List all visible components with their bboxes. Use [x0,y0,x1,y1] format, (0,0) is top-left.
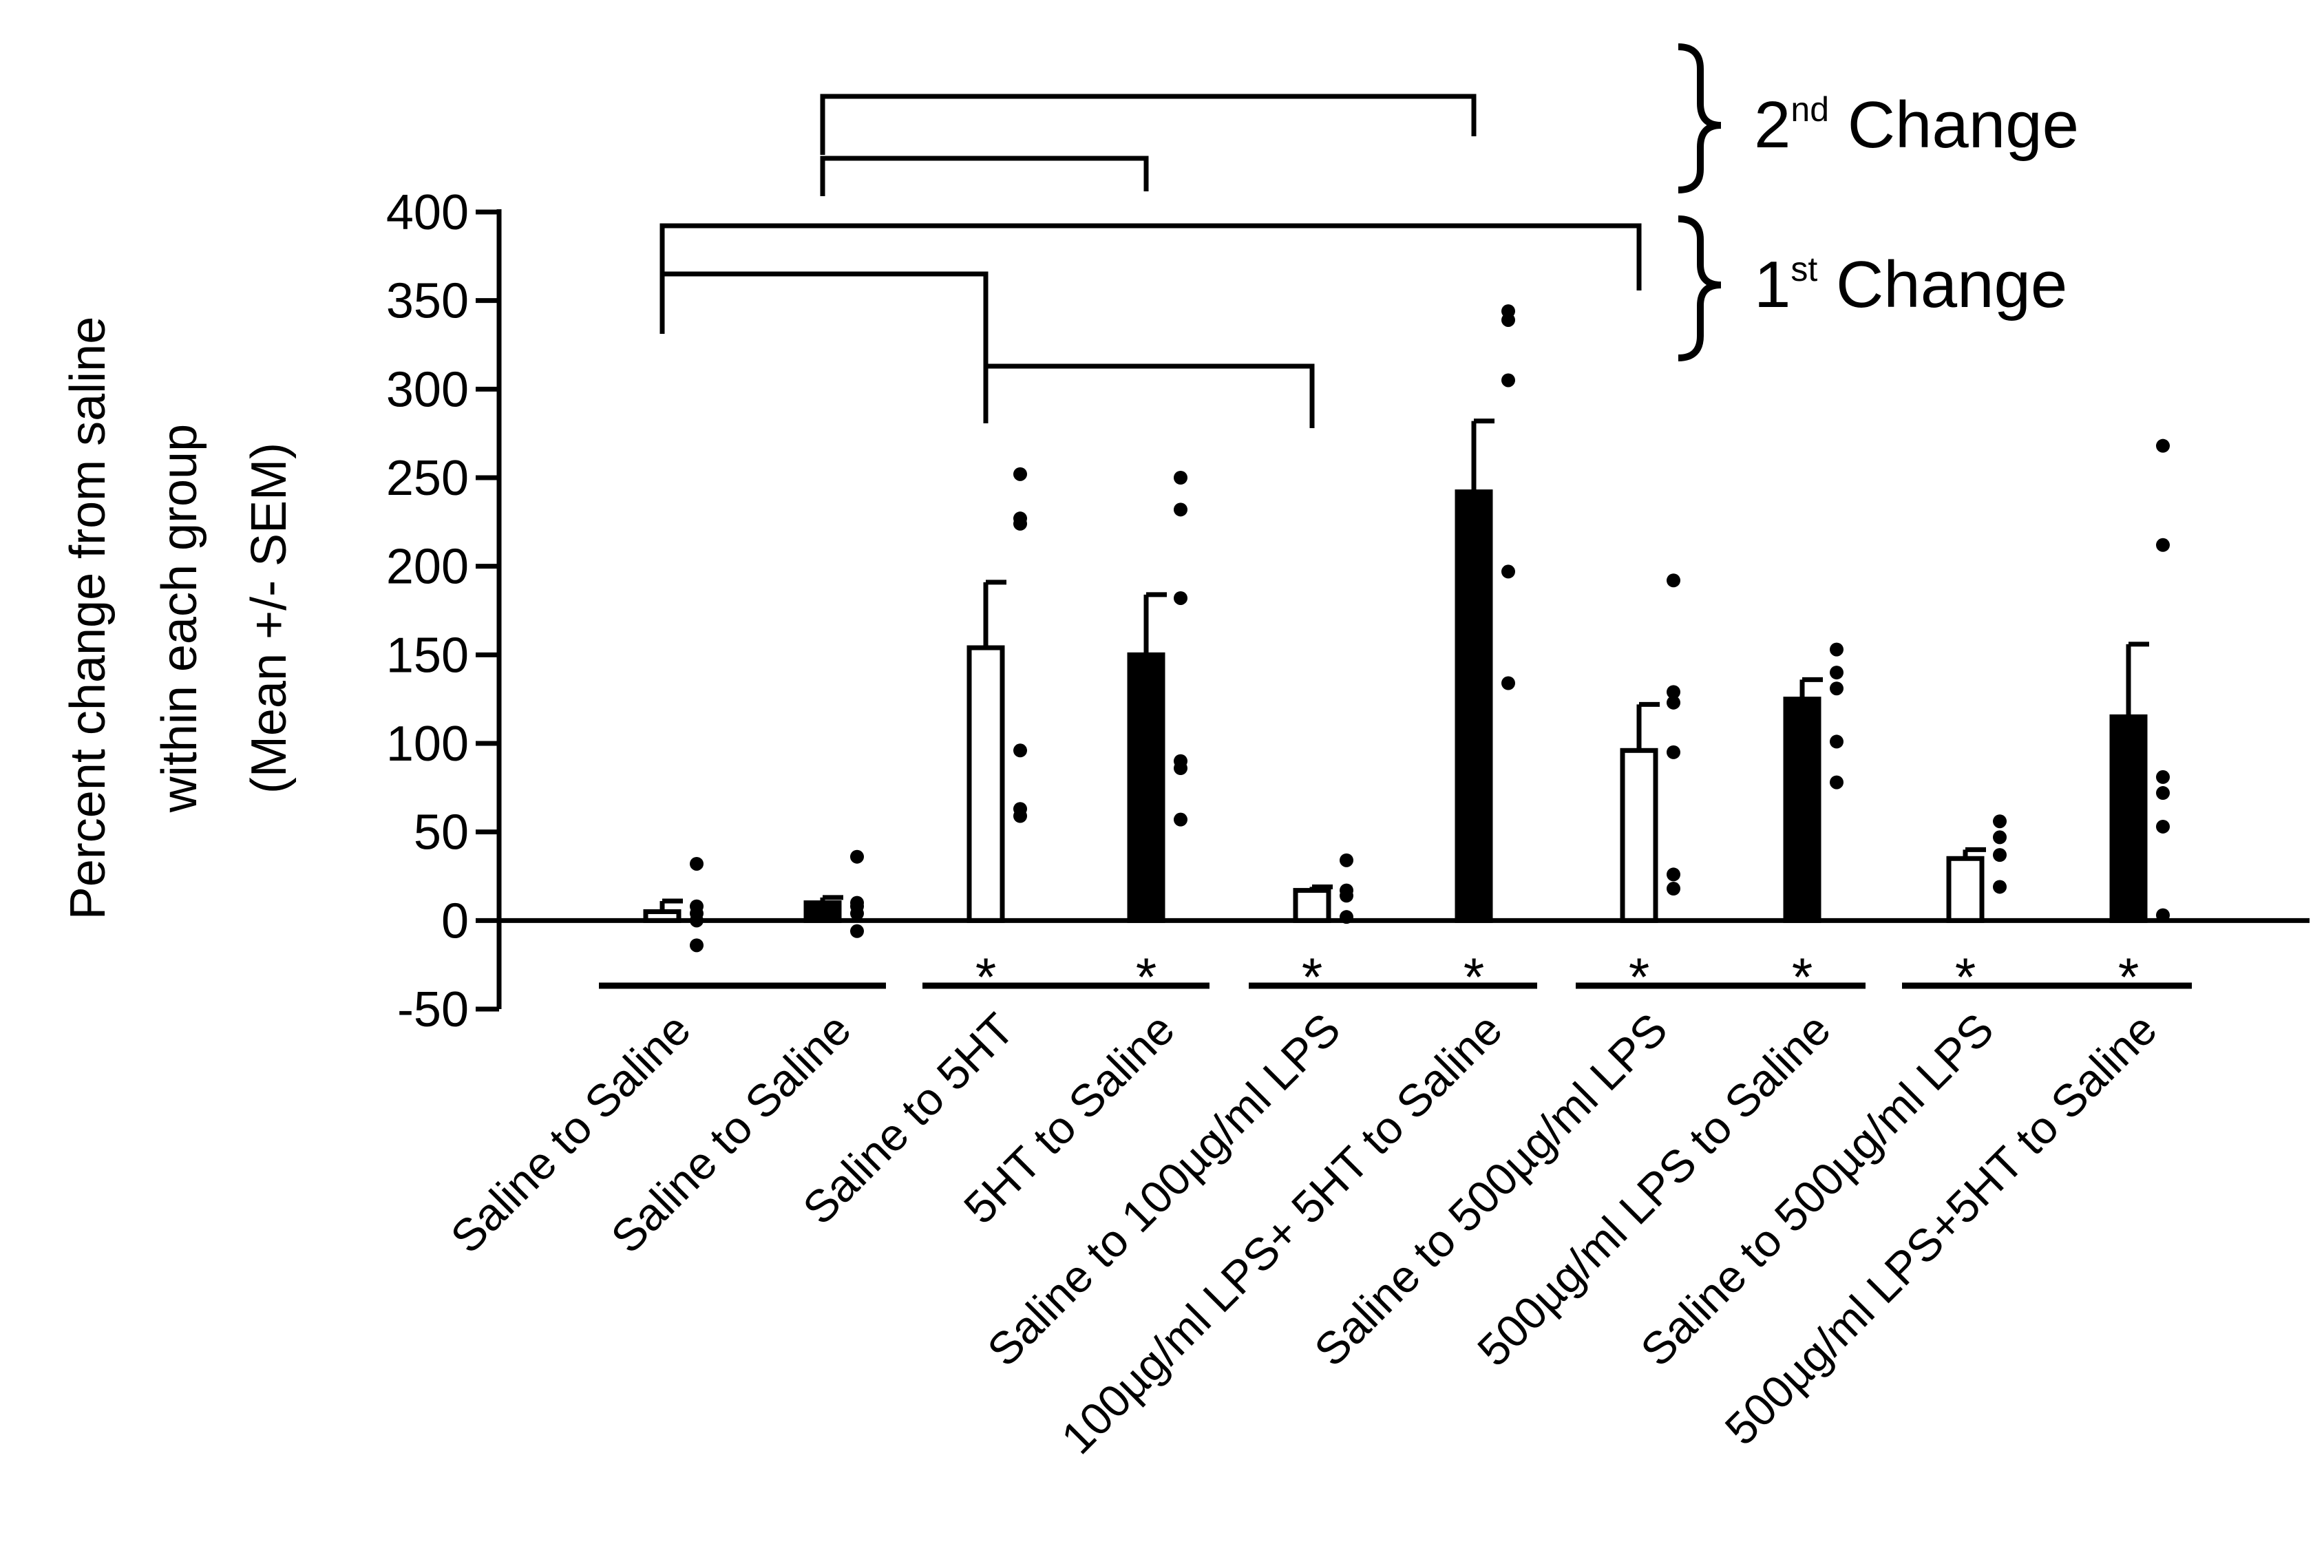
significance-star: * [1464,946,1484,1007]
y-tick-label: 350 [386,274,469,329]
data-point [1993,848,2007,862]
data-point [1667,573,1680,588]
data-point [2156,786,2170,801]
data-point [1013,467,1027,481]
bar [803,900,842,923]
bar [1946,856,1985,923]
y-tick-label: -50 [397,982,469,1037]
bracket-1st-change [659,223,1642,334]
data-point [1667,745,1680,759]
data-point [2156,908,2170,922]
first-change-label: 1st Change [1754,248,2067,321]
y-tick-label: 100 [386,717,469,772]
data-point [850,907,864,921]
bar [1455,489,1493,923]
data-point [1667,695,1680,710]
significance-star: * [1136,946,1156,1007]
y-tick-label: 200 [386,540,469,595]
bracket-1st-change [983,363,1315,428]
data-point [850,924,864,938]
data-point [690,856,704,871]
data-points [690,304,2170,953]
data-point [850,849,864,864]
y-tick-label: 300 [386,362,469,417]
axes: -50 0 50 100 150 200 250 300 350 400 [386,185,2310,1037]
bar [2109,714,2148,923]
data-point [1174,502,1187,517]
significance-markers: * * * * * * * * [975,946,2139,1007]
data-point [1667,882,1680,896]
data-point [1830,734,1844,749]
significance-star: * [975,946,996,1007]
bracket-2nd-change [820,156,1149,196]
second-change-label: 2nd Change [1754,88,2079,162]
data-point [690,938,704,953]
bar [1783,697,1821,923]
data-point [1013,809,1027,823]
y-axis-label: Percent change from saline within each g… [61,317,297,920]
y-tick-label: 150 [386,628,469,683]
data-point [1013,516,1027,531]
y-tick-label: 0 [441,893,469,949]
bracket-1st-change [659,271,989,423]
bar [966,645,1005,923]
data-point [1993,830,2007,845]
y-axis-label-line-2: within each group [152,424,207,813]
data-point [2156,538,2170,552]
y-axis-label-line-1: Percent change from saline [61,317,116,920]
bars [643,419,2149,923]
data-point [2156,819,2170,834]
significance-star: * [1629,946,1649,1007]
data-point [1830,642,1844,657]
data-point [1501,676,1515,690]
y-tick-label: 250 [386,451,469,506]
comparison-brackets [659,94,1642,428]
y-axis-label-line-3: (Mean +/- SEM) [242,443,297,794]
first-change-annotation: 1st Change [1678,215,2067,361]
bracket-2nd-change [820,94,1477,155]
bar [1620,748,1658,923]
data-point [1501,312,1515,327]
data-point [690,913,704,928]
data-point [1340,910,1353,924]
data-point [1830,681,1844,696]
bar [1293,888,1331,923]
data-point [1340,889,1353,903]
data-point [1174,812,1187,827]
data-point [1501,373,1515,388]
significance-star: * [2118,946,2139,1007]
data-point [1993,814,2007,829]
first-change-brace [1678,215,1722,361]
y-tick-label: 50 [414,805,469,860]
second-change-annotation: 2nd Change [1678,43,2079,193]
data-point [2156,770,2170,784]
data-point [1830,775,1844,790]
significance-star: * [1792,946,1813,1007]
data-point [1013,743,1027,758]
second-change-brace [1678,43,1722,193]
significance-star: * [1955,946,1976,1007]
data-point [1993,880,2007,894]
data-point [1174,591,1187,605]
data-point [1667,685,1680,699]
significance-star: * [1302,946,1322,1007]
bar [1127,652,1165,923]
y-tick-label: 400 [386,185,469,240]
data-point [1501,564,1515,579]
bar [643,909,682,923]
data-point [2156,438,2170,453]
data-point [1174,471,1187,485]
data-point [1174,761,1187,776]
data-point [1340,853,1353,867]
data-point [1667,867,1680,882]
data-point [1830,666,1844,680]
